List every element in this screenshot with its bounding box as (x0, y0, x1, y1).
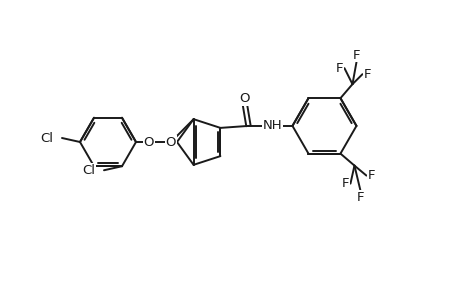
Text: Cl: Cl (40, 131, 53, 145)
Text: O: O (239, 92, 249, 105)
Text: F: F (356, 191, 364, 204)
Text: F: F (341, 177, 348, 190)
Text: O: O (165, 136, 176, 148)
Text: F: F (363, 68, 370, 81)
Text: Cl: Cl (82, 164, 95, 177)
Text: F: F (367, 169, 375, 182)
Text: O: O (143, 136, 154, 148)
Text: F: F (352, 49, 359, 62)
Text: NH: NH (262, 119, 282, 132)
Text: F: F (335, 62, 342, 75)
